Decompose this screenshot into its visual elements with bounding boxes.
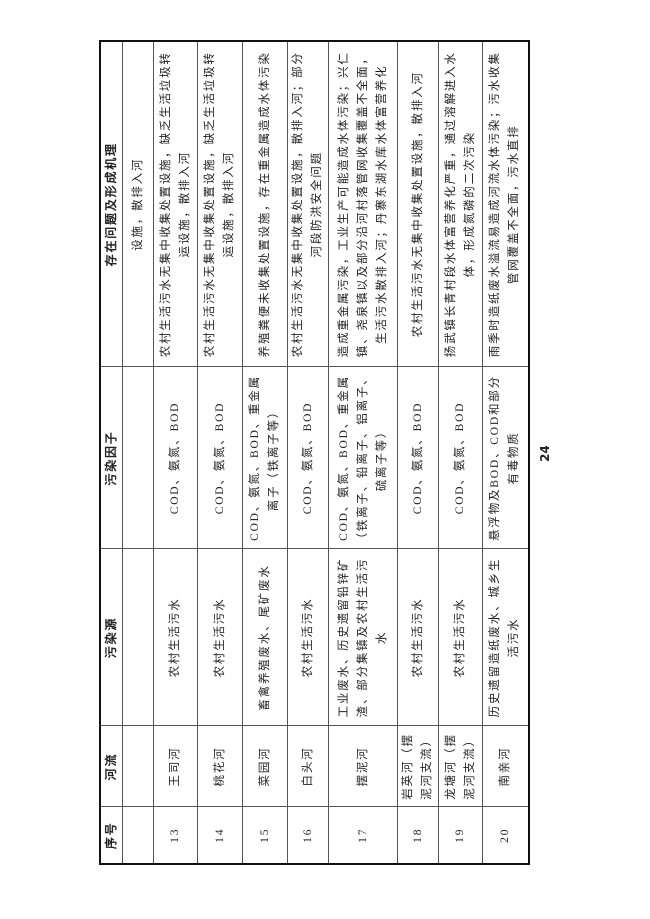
cell-factors: COD、氨氮、BOD、重金属（铁离子、铅离子、铝离子、硫离子等）: [328, 367, 398, 549]
cell-river: [122, 726, 154, 807]
cell-problem: 雨季时造纸废水溢流易造成河流水体污染；污水收集管网覆盖不全面，污水直排: [482, 41, 529, 367]
cell-no: 19: [438, 807, 483, 864]
header-no: 序号: [100, 807, 123, 864]
cell-problem: 农村生活污水无集中收集处置设施，缺乏生活垃圾转运设施，散排入河: [197, 41, 243, 367]
table-header-row: 序号 河流 污染源 污染因子 存在问题及形成机理: [100, 41, 123, 864]
cell-river: 桃花河: [197, 726, 243, 807]
table-row: 14 桃花河 农村生活污水 COD、氨氮、BOD 农村生活污水无集中收集处置设施，缺乏生…: [197, 41, 243, 864]
cell-source: 农村生活污水: [287, 549, 329, 726]
cell-river: 岩英河（摆泥河支流）: [397, 726, 439, 807]
cell-problem: 设施，散排入河: [122, 41, 154, 367]
cell-river: 南亲河: [482, 726, 529, 807]
table-row: 16 白头河 农村生活污水 COD、氨氮、BOD 农村生活污水无集中收集处置设施，散排入…: [287, 41, 329, 864]
cell-problem: 农村生活污水无集中收集处置设施，散排入河；部分河段防洪安全问题: [287, 41, 329, 367]
page-number: 24: [538, 445, 552, 462]
cell-factors: COD、氨氮、BOD、重金属离子（铁离子等）: [242, 367, 288, 549]
cell-factors: 悬浮物及BOD、COD和部分有毒物质: [482, 367, 529, 549]
cell-source: 农村生活污水: [197, 549, 243, 726]
cell-source: 畜禽养殖废水、尾矿废水: [242, 549, 288, 726]
cell-source: 农村生活污水: [438, 549, 483, 726]
cell-no: 17: [328, 807, 398, 864]
cell-problem: 农村生活污水无集中收集处置设施，缺乏生活垃圾转运设施，散排入河: [153, 41, 198, 367]
cell-no: 14: [197, 807, 243, 864]
table-row: 设施，散排入河: [122, 41, 154, 864]
cell-no: 18: [397, 807, 439, 864]
cell-factors: COD、氨氮、BOD: [438, 367, 483, 549]
cell-problem: 养殖粪便未收集处置设施，存在重金属造成水体污染: [242, 41, 288, 367]
cell-river: 王司河: [153, 726, 198, 807]
cell-source: 农村生活污水: [153, 549, 198, 726]
cell-factors: COD、氨氮、BOD: [197, 367, 243, 549]
cell-no: 13: [153, 807, 198, 864]
cell-river: 菜园河: [242, 726, 288, 807]
cell-source: [122, 549, 154, 726]
cell-factors: COD、氨氮、BOD: [153, 367, 198, 549]
rotated-page: 序号 河流 污染源 污染因子 存在问题及形成机理 设施，散排入河 13 王司河 农村生…: [99, 40, 569, 865]
cell-problem: 造成重金属污染，工业生产可能造成水体污染；兴仁镇、尧泉镇以及部分沿河村落管网收集…: [328, 41, 398, 367]
cell-factors: COD、氨氮、BOD: [397, 367, 439, 549]
table-row: 15 菜园河 畜禽养殖废水、尾矿废水 COD、氨氮、BOD、重金属离子（铁离子等） 养殖…: [242, 41, 288, 864]
table-row: 19 龙塘河（摆泥河支流） 农村生活污水 COD、氨氮、BOD 扬武镇长青村段水体富营养…: [438, 41, 483, 864]
header-factors: 污染因子: [100, 367, 123, 549]
header-source: 污染源: [100, 549, 123, 726]
table-row: 17 摆泥河 工业废水、历史遗留铅锌矿渣、部分集镇及农村生活污水 COD、氨氮、BOD…: [328, 41, 398, 864]
cell-river: 摆泥河: [328, 726, 398, 807]
cell-source: 历史遗留造纸废水、城乡生活污水: [482, 549, 529, 726]
cell-problem: 农村生活污水无集中收集处置设施，散排入河: [397, 41, 439, 367]
cell-no: [122, 807, 154, 864]
cell-factors: COD、氨氮、BOD: [287, 367, 329, 549]
cell-no: 15: [242, 807, 288, 864]
cell-source: 农村生活污水: [397, 549, 439, 726]
cell-source: 工业废水、历史遗留铅锌矿渣、部分集镇及农村生活污水: [328, 549, 398, 726]
cell-no: 16: [287, 807, 329, 864]
header-problem: 存在问题及形成机理: [100, 41, 123, 367]
table-row: 20 南亲河 历史遗留造纸废水、城乡生活污水 悬浮物及BOD、COD和部分有毒物质 雨季…: [482, 41, 529, 864]
cell-river: 白头河: [287, 726, 329, 807]
header-river: 河流: [100, 726, 123, 807]
pollution-table: 序号 河流 污染源 污染因子 存在问题及形成机理 设施，散排入河 13 王司河 农村生…: [99, 40, 530, 865]
cell-river: 龙塘河（摆泥河支流）: [438, 726, 483, 807]
cell-problem: 扬武镇长青村段水体富营养化严重，通过溶解进入水体，形成氮磷的二次污染: [438, 41, 483, 367]
table-row: 18 岩英河（摆泥河支流） 农村生活污水 COD、氨氮、BOD 农村生活污水无集中收集处…: [397, 41, 439, 864]
cell-no: 20: [482, 807, 529, 864]
table-row: 13 王司河 农村生活污水 COD、氨氮、BOD 农村生活污水无集中收集处置设施，缺乏生…: [153, 41, 198, 864]
cell-factors: [122, 367, 154, 549]
